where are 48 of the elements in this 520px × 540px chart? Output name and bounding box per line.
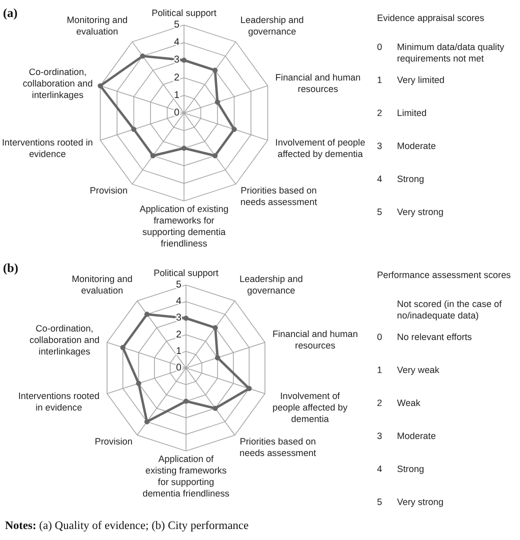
spoke-label: Provision	[94, 436, 133, 447]
spoke-label: Monitoring and evaluation	[72, 274, 133, 296]
y-tick-label: 4	[174, 37, 180, 48]
text: 0 No relevant efforts	[377, 332, 472, 342]
text: 1 Very limited	[377, 75, 444, 85]
y-tick-label: 4	[176, 296, 182, 308]
spoke-label: Interventions rooted in evidence	[18, 391, 100, 413]
y-tick-label: 2	[176, 329, 182, 340]
spoke-label: Political support	[154, 268, 219, 278]
text: 4 Strong	[377, 174, 424, 184]
chart-title: (a)	[3, 6, 18, 20]
spoke-label: Involvement of people affected by dementia	[275, 138, 366, 160]
y-tick-label: 2	[174, 72, 180, 84]
spoke-label: Application of existing frameworks for supporting dementia friendliness	[140, 204, 228, 248]
spoke-label: Provision	[90, 186, 128, 196]
y-tick-label: 0	[176, 362, 182, 374]
spoke-label: Financial and human resources	[275, 72, 361, 94]
spoke-label: Priorities based on needs assessment	[239, 436, 317, 458]
spoke-label: Application of existing frameworks for supporting dementia friendliness	[142, 454, 230, 498]
spoke-label: Monitoring and evaluation	[66, 14, 128, 36]
text: Not scored (in the case of no/inadequate data)	[397, 299, 502, 320]
spoke-label: Leadership and governance	[240, 14, 304, 36]
spoke-label: Interventions rooted in evidence	[2, 138, 93, 160]
y-tick-label: 5	[176, 280, 182, 290]
text: Notes: (a) Quality of evidence; (b) City performance	[5, 520, 249, 532]
spoke-label: Leadership and governance	[239, 274, 303, 296]
y-tick-label: 1	[176, 346, 182, 357]
spoke-label: Financial and human resources	[272, 329, 358, 351]
spoke-label: Co-ordination, collaboration and interlinkages	[29, 323, 100, 356]
text: 3 Moderate	[377, 431, 436, 441]
text: 4 Strong	[377, 464, 424, 474]
y-tick-label: 1	[174, 90, 180, 101]
text: Performance assessment scores	[377, 270, 512, 280]
text: 0 Minimum data/data quality requirements not met	[377, 42, 504, 64]
spoke-label: Priorities based on needs assessment	[240, 186, 318, 208]
text: 2 Weak	[377, 398, 420, 408]
spoke-label: Involvement of people affected by dementia	[272, 391, 348, 424]
text: 5 Very strong	[377, 207, 444, 217]
spoke-label: Co-ordination, collaboration and interlinkages	[22, 66, 93, 100]
text: Evidence appraisal scores	[377, 13, 485, 23]
chart-title: (b)	[3, 261, 18, 275]
spoke-label: Political support	[152, 8, 217, 18]
text: 1 Very weak	[377, 365, 440, 375]
text: 5 Very strong	[377, 497, 444, 507]
y-tick-label: 0	[174, 108, 180, 118]
y-tick-label: 5	[174, 20, 180, 30]
text: 3 Moderate	[377, 141, 436, 151]
text: 2 Limited	[377, 108, 427, 118]
